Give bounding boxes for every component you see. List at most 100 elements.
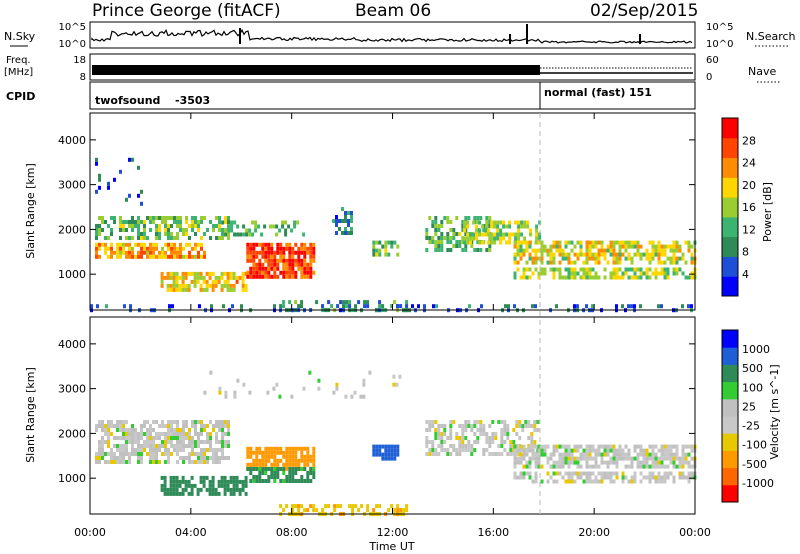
- heatmap-cell: [540, 448, 544, 453]
- heatmap-cell: [555, 460, 559, 465]
- heatmap-cell: [212, 456, 215, 460]
- heatmap-cell: [214, 275, 218, 280]
- heatmap-cell: [209, 236, 212, 240]
- heatmap-cell: [255, 450, 259, 455]
- heatmap-cell: [502, 236, 506, 241]
- heatmap-cell: [229, 491, 233, 496]
- heatmap-cell: [276, 467, 280, 471]
- colorbar-swatch: [722, 177, 738, 198]
- heatmap-cell: [660, 260, 664, 265]
- heatmap-cell: [269, 224, 273, 229]
- heatmap-cell: [630, 240, 634, 245]
- heatmap-cell: [170, 424, 173, 428]
- colorbar-tick-label: 500: [742, 362, 763, 375]
- heatmap-cell: [95, 246, 98, 251]
- heatmap-cell: [345, 304, 349, 309]
- heatmap-cell: [173, 254, 176, 259]
- heatmap-cell: [173, 220, 176, 224]
- heatmap-cell: [227, 236, 230, 240]
- heatmap-cell: [669, 260, 673, 265]
- heatmap-cell: [496, 236, 500, 241]
- heatmap-cell: [179, 456, 182, 460]
- heatmap-cell: [158, 448, 161, 452]
- heatmap-cell: [449, 424, 453, 428]
- heatmap-cell: [503, 440, 507, 444]
- heatmap-cell: [618, 240, 622, 245]
- heatmap-cell: [528, 256, 532, 261]
- heatmap-cell: [185, 456, 188, 460]
- heatmap-cell: [502, 232, 506, 237]
- heatmap-cell: [288, 270, 292, 275]
- heatmap-cell: [143, 424, 146, 428]
- heatmap-cell: [522, 475, 526, 480]
- heatmap-cell: [224, 390, 228, 395]
- heatmap-cell: [467, 420, 471, 424]
- heatmap-cell: [612, 444, 616, 449]
- heatmap-cell: [491, 440, 495, 444]
- heatmap-cell: [176, 224, 179, 228]
- heatmap-cell: [481, 232, 485, 237]
- heatmap-cell: [546, 471, 550, 476]
- heatmap-cell: [654, 252, 658, 257]
- heatmap-cell: [119, 448, 122, 452]
- heatmap-cell: [476, 428, 480, 432]
- heatmap-cell: [275, 382, 279, 387]
- heatmap-cell: [173, 246, 176, 251]
- heatmap-cell: [291, 454, 295, 459]
- heatmap-cell: [172, 287, 176, 292]
- heatmap-cell: [212, 228, 215, 232]
- heatmap-cell: [375, 504, 379, 509]
- heatmap-cell: [405, 304, 409, 309]
- heatmap-cell: [235, 483, 239, 488]
- heatmap-cell: [440, 436, 444, 440]
- heatmap-cell: [597, 248, 601, 253]
- heatmap-cell: [615, 456, 619, 461]
- heatmap-cell: [255, 242, 259, 247]
- heatmap-cell: [267, 454, 271, 459]
- heatmap-cell: [215, 236, 218, 240]
- x-tick-label: 00:00: [74, 526, 106, 539]
- heatmap-cell: [615, 260, 619, 265]
- heatmap-cell: [107, 424, 110, 428]
- colorbar-swatch: [722, 137, 738, 159]
- heatmap-cell: [546, 479, 550, 484]
- heatmap-cell: [273, 266, 277, 271]
- heatmap-cell: [458, 244, 462, 248]
- heatmap-cell: [657, 448, 661, 453]
- heatmap-cell: [336, 304, 340, 309]
- heatmap-cell: [687, 475, 691, 480]
- heatmap-cell: [196, 271, 200, 276]
- heatmap-cell: [431, 236, 435, 240]
- heatmap-cell: [657, 240, 661, 245]
- heatmap-cell: [487, 228, 491, 233]
- nave-tick-bottom: 0: [706, 72, 712, 83]
- heatmap-cell: [229, 275, 233, 280]
- heatmap-cell: [176, 436, 179, 440]
- heatmap-cell: [194, 452, 197, 456]
- heatmap-cell: [609, 475, 613, 480]
- heatmap-cell: [211, 279, 215, 284]
- heatmap-cell: [669, 244, 673, 249]
- heatmap-cell: [170, 436, 173, 440]
- heatmap-cell: [573, 244, 577, 249]
- heatmap-cell: [205, 475, 209, 480]
- heatmap-cell: [636, 452, 640, 457]
- heatmap-cell: [509, 440, 513, 444]
- heatmap-cell: [143, 440, 146, 444]
- heatmap-cell: [137, 460, 140, 464]
- heatmap-cell: [490, 220, 494, 225]
- heatmap-cell: [258, 458, 262, 463]
- heatmap-cell: [252, 266, 256, 271]
- heatmap-cell: [169, 271, 173, 276]
- heatmap-cell: [128, 193, 131, 198]
- heatmap-cell: [536, 420, 540, 424]
- heatmap-cell: [585, 452, 589, 457]
- heatmap-cell: [175, 287, 179, 292]
- heatmap-cell: [687, 471, 691, 476]
- heatmap-cell: [552, 244, 556, 249]
- heatmap-cell: [98, 246, 101, 251]
- heatmap-cell: [531, 271, 535, 276]
- heatmap-cell: [264, 250, 268, 255]
- heatmap-cell: [621, 479, 625, 484]
- heatmap-cell: [300, 242, 304, 247]
